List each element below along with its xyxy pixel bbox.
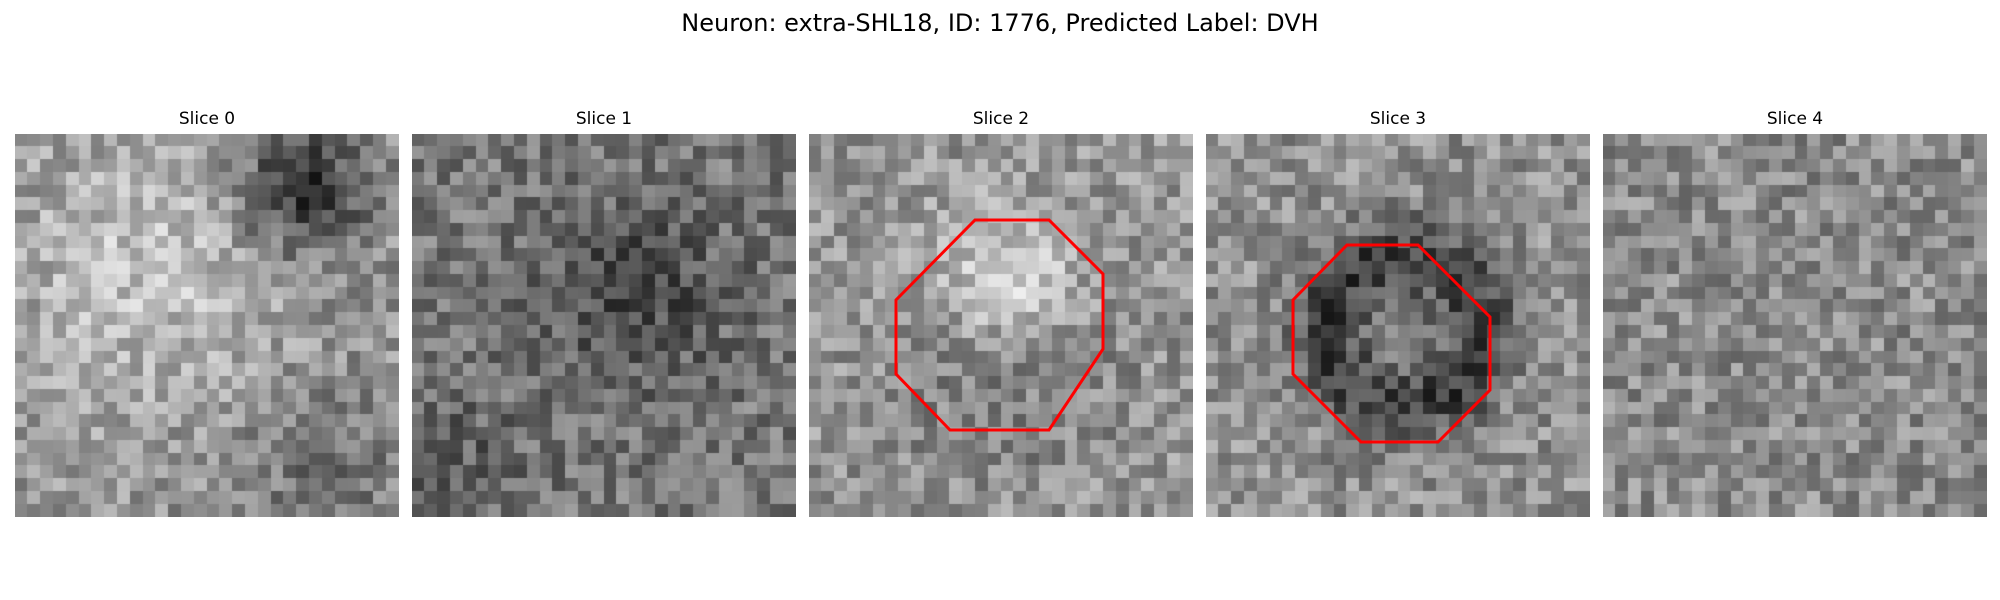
slice-2-title: Slice 2 xyxy=(972,109,1030,129)
slice-0-image xyxy=(15,134,399,517)
slice-3-image xyxy=(1206,134,1590,517)
slice-4-image xyxy=(1603,134,1987,517)
slice-3-title: Slice 3 xyxy=(1369,109,1427,129)
figure-title: Neuron: extra-SHL18, ID: 1776, Predicted… xyxy=(681,9,1319,37)
slice-4-title: Slice 4 xyxy=(1766,109,1824,129)
slice-0-title: Slice 0 xyxy=(178,109,236,129)
slice-1-image xyxy=(412,134,796,517)
slice-2-image xyxy=(809,134,1193,517)
slice-1-title: Slice 1 xyxy=(575,109,633,129)
